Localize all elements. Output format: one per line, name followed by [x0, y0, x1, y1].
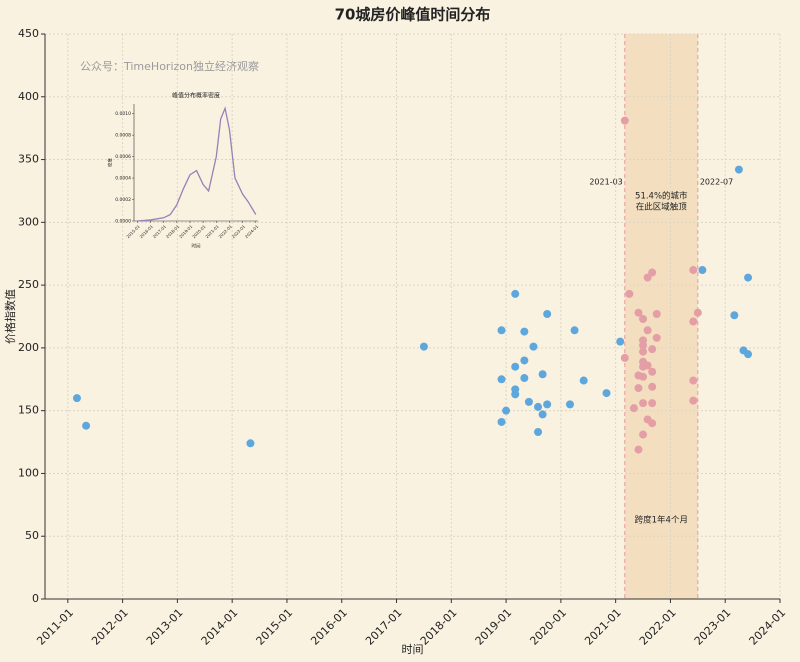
y-tick-label: 0.0006 — [115, 154, 131, 160]
y-axis-label: 密度 — [107, 158, 114, 167]
y-tick-label: 50 — [25, 529, 39, 542]
y-tick-label: 350 — [18, 153, 39, 166]
annotation: 在此区域触顶 — [636, 202, 688, 213]
scatter-point — [639, 347, 648, 356]
highlight-span — [624, 34, 698, 599]
scatter-point — [639, 430, 648, 439]
scatter-point — [639, 372, 648, 381]
scatter-point — [497, 375, 506, 384]
scatter-point — [511, 390, 520, 399]
scatter-point — [602, 389, 611, 398]
scatter-point — [570, 326, 579, 335]
y-tick-label: 0.0000 — [115, 219, 131, 225]
scatter-point — [652, 333, 661, 342]
scatter-point — [648, 399, 657, 408]
density-line — [137, 106, 257, 222]
scatter-point — [538, 410, 547, 419]
y-tick-label: 100 — [18, 466, 39, 479]
y-tick-label: 150 — [18, 404, 39, 417]
scatter-point — [634, 308, 643, 317]
scatter-point — [689, 376, 698, 385]
scatter-point — [629, 404, 638, 413]
x-axis-label: 时间 — [192, 243, 201, 250]
y-tick-label: 400 — [18, 90, 39, 103]
scatter-point — [520, 374, 529, 383]
scatter-point — [734, 165, 743, 174]
y-tick-label: 200 — [18, 341, 39, 354]
scatter-point — [634, 384, 643, 393]
x-axis-label: 时间 — [402, 643, 424, 656]
scatter-point — [497, 326, 506, 335]
scatter-point — [246, 439, 255, 448]
scatter-point — [620, 353, 629, 362]
y-tick-label: 450 — [18, 27, 39, 40]
scatter-point — [652, 309, 661, 318]
scatter-point — [643, 326, 652, 335]
scatter-point — [620, 116, 629, 125]
scatter-point — [82, 421, 91, 430]
scatter-point — [648, 345, 657, 354]
scatter-point — [520, 327, 529, 336]
annotation: 51.4%的城市 — [635, 191, 688, 202]
scatter-point — [639, 341, 648, 350]
scatter-point — [634, 445, 643, 454]
scatter-point — [648, 367, 657, 376]
scatter-point — [698, 266, 707, 275]
scatter-point — [648, 419, 657, 428]
highlight-start-label: 2021-03 — [589, 178, 622, 187]
scatter-point — [689, 266, 698, 275]
y-tick-label: 250 — [18, 278, 39, 291]
y-tick-label: 0.0004 — [115, 176, 131, 182]
scatter-point — [693, 308, 702, 317]
inset-title: 峰值分布概率密度 — [172, 92, 220, 100]
y-tick-label: 0.0002 — [115, 197, 131, 203]
y-axis-label: 价格指数值 — [3, 289, 17, 344]
scatter-point — [511, 362, 520, 371]
scatter-point — [744, 350, 753, 359]
y-tick-label: 0.0010 — [115, 111, 131, 117]
scatter-point — [72, 394, 81, 403]
highlight-end-label: 2022-07 — [700, 178, 733, 187]
scatter-point — [689, 396, 698, 405]
scatter-point — [616, 337, 625, 346]
scatter-point — [534, 428, 543, 437]
y-tick-label: 300 — [18, 215, 39, 228]
scatter-point — [497, 417, 506, 426]
scatter-point — [538, 370, 547, 379]
scatter-point — [529, 342, 538, 351]
scatter-point — [639, 399, 648, 408]
scatter-point — [689, 317, 698, 326]
scatter-point — [543, 309, 552, 318]
scatter-point — [639, 315, 648, 324]
scatter-point — [534, 402, 543, 411]
scatter-point — [648, 382, 657, 391]
scatter-point — [579, 376, 588, 385]
annotation: 跨度1年4个月 — [635, 515, 688, 526]
scatter-point — [643, 361, 652, 370]
scatter-point — [524, 397, 533, 406]
scatter-point — [730, 311, 739, 320]
scatter-point — [511, 289, 520, 298]
scatter-point — [625, 289, 634, 298]
y-tick-label: 0 — [32, 592, 39, 605]
scatter-point — [648, 268, 657, 277]
scatter-point — [566, 400, 574, 409]
scatter-point — [543, 400, 552, 409]
chart-title: 70城房价峰值时间分布 — [335, 6, 491, 24]
scatter-point — [520, 356, 529, 365]
scatter-point — [419, 342, 428, 351]
watermark: 公众号：TimeHorizon独立经济观察 — [80, 59, 259, 73]
scatter-point — [744, 273, 753, 282]
scatter-point — [502, 406, 511, 415]
y-tick-label: 0.0008 — [115, 133, 131, 139]
